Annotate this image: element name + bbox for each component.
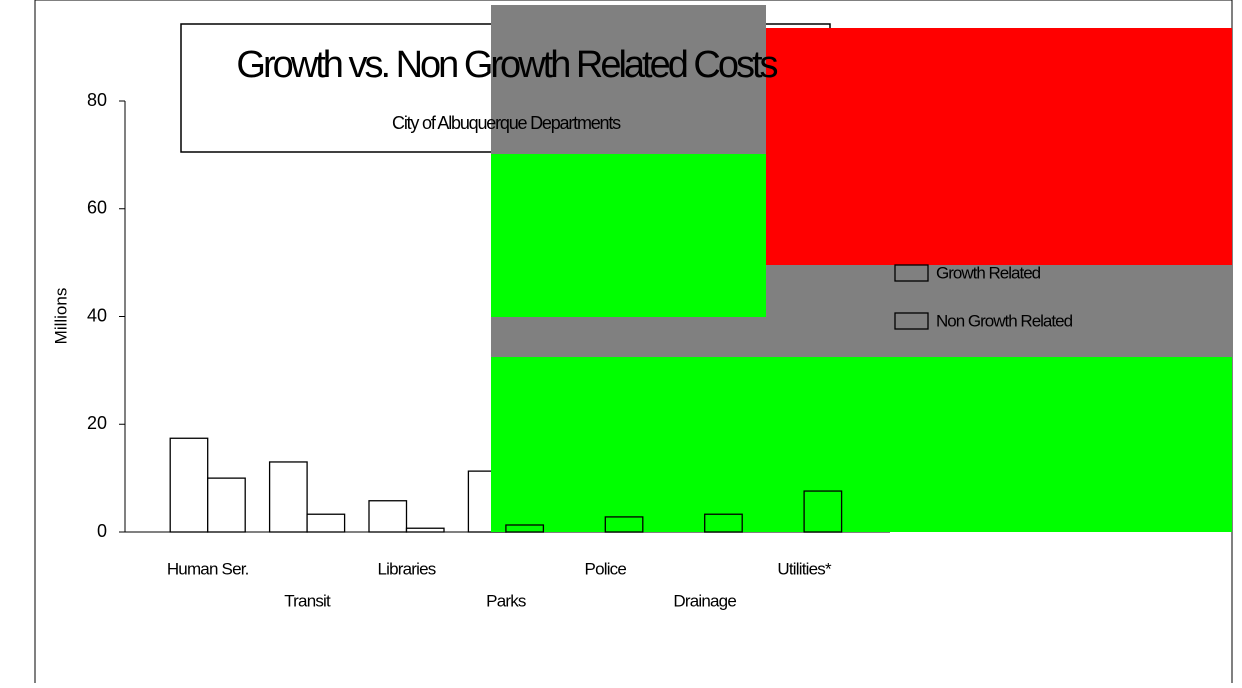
bar-outline xyxy=(803,490,843,533)
bar xyxy=(268,461,308,533)
bar xyxy=(405,527,445,533)
bar-outline xyxy=(505,524,545,533)
y-tick-label: 40 xyxy=(87,305,107,325)
x-tick-label: Libraries xyxy=(378,559,436,578)
bar xyxy=(368,500,408,533)
y-tick-label: 20 xyxy=(87,413,107,433)
legend-swatch xyxy=(894,264,929,282)
bar xyxy=(207,477,246,533)
x-tick-label: Drainage xyxy=(673,591,736,610)
bar-outline xyxy=(704,513,743,533)
y-tick-label: 60 xyxy=(87,198,107,218)
bar-outline xyxy=(604,516,644,533)
overlay-gray xyxy=(491,5,766,154)
x-tick-label: Human Ser. xyxy=(167,559,249,578)
legend-swatch xyxy=(894,312,929,330)
chart-title: Growth vs. Non Growth Related Costs xyxy=(236,44,777,86)
overlay-red xyxy=(766,28,1232,265)
overlay-green xyxy=(491,357,1232,532)
legend-label: Growth Related xyxy=(936,263,1041,282)
x-tick-label: Parks xyxy=(486,591,526,610)
x-tick-label: Utilities* xyxy=(777,559,832,578)
x-tick-label: Police xyxy=(585,559,627,578)
overlay-green xyxy=(491,154,766,317)
y-tick-label: 0 xyxy=(97,521,107,541)
y-tick-label: 80 xyxy=(87,90,107,110)
bar xyxy=(306,513,346,533)
bar xyxy=(169,437,209,533)
labels: Human Ser. Transit Libraries Parks Police Dra… xyxy=(167,263,1074,610)
overlay-gray xyxy=(491,317,766,357)
overlay-gray xyxy=(766,265,1232,357)
legend-label: Non Growth Related xyxy=(936,311,1073,330)
y-axis-label: Millions xyxy=(51,288,70,345)
x-tick-label: Transit xyxy=(284,591,331,610)
chart-subtitle: City of Albuquerque Departments xyxy=(392,113,621,133)
